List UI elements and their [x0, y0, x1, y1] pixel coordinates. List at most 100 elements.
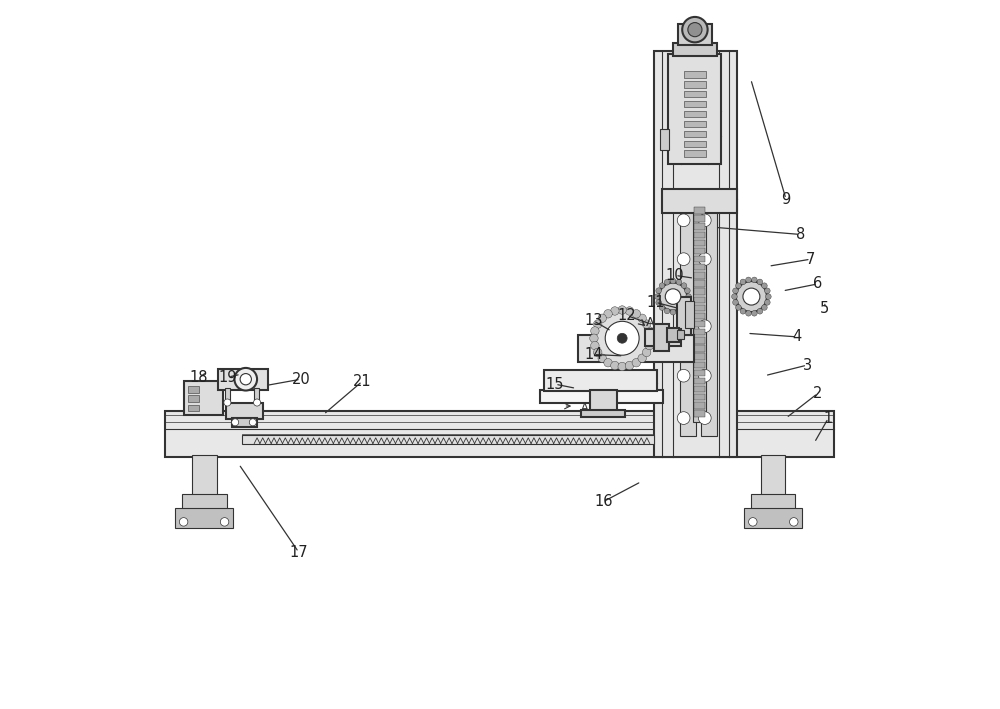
Bar — [694, 289, 705, 295]
Bar — [761, 454, 785, 496]
Bar — [694, 216, 705, 222]
Bar — [694, 337, 705, 344]
Circle shape — [618, 306, 626, 314]
Circle shape — [220, 518, 229, 526]
Text: 19: 19 — [219, 369, 237, 384]
Bar — [701, 203, 717, 436]
Bar — [242, 435, 652, 443]
Bar — [751, 494, 795, 510]
Circle shape — [765, 288, 770, 294]
Bar — [694, 232, 705, 238]
Circle shape — [598, 354, 606, 362]
Text: 5: 5 — [820, 301, 829, 316]
Circle shape — [591, 341, 599, 350]
Bar — [694, 329, 705, 335]
Circle shape — [736, 283, 741, 289]
Text: 9: 9 — [781, 191, 791, 206]
Circle shape — [646, 334, 655, 342]
Bar — [685, 301, 694, 328]
Text: 15: 15 — [546, 376, 564, 391]
Bar — [737, 291, 746, 301]
Bar — [226, 403, 263, 420]
Circle shape — [698, 253, 711, 265]
Circle shape — [590, 334, 598, 342]
Bar — [694, 354, 705, 359]
Text: 20: 20 — [291, 372, 310, 386]
Circle shape — [698, 369, 711, 382]
Text: 18: 18 — [189, 370, 208, 385]
Text: 13: 13 — [584, 313, 602, 328]
Bar — [662, 189, 737, 213]
Text: 11: 11 — [646, 295, 665, 310]
Bar — [684, 91, 706, 97]
Bar — [677, 296, 691, 335]
Circle shape — [625, 307, 634, 316]
Circle shape — [681, 305, 687, 311]
Circle shape — [736, 305, 741, 311]
Circle shape — [762, 283, 767, 289]
Circle shape — [591, 327, 599, 335]
Text: 6: 6 — [813, 277, 822, 291]
Circle shape — [732, 294, 737, 299]
Circle shape — [611, 362, 619, 370]
Circle shape — [593, 320, 602, 328]
Bar — [694, 248, 705, 255]
Circle shape — [632, 359, 641, 367]
Text: 10: 10 — [666, 268, 684, 283]
Bar — [694, 207, 705, 213]
Circle shape — [254, 399, 261, 406]
Text: 4: 4 — [792, 330, 801, 345]
Circle shape — [625, 362, 634, 370]
Bar — [694, 256, 705, 262]
Circle shape — [642, 320, 651, 328]
Bar — [578, 335, 694, 362]
Bar — [693, 203, 706, 422]
Circle shape — [677, 214, 690, 227]
Circle shape — [752, 277, 757, 283]
Circle shape — [645, 327, 654, 335]
Bar — [684, 140, 706, 147]
Bar — [668, 55, 721, 164]
Circle shape — [677, 369, 690, 382]
Bar — [694, 378, 705, 384]
Circle shape — [642, 348, 651, 357]
Bar — [188, 405, 199, 411]
Text: 3: 3 — [803, 357, 812, 373]
Text: 8: 8 — [796, 227, 805, 242]
Circle shape — [234, 368, 257, 391]
Circle shape — [749, 518, 757, 526]
Circle shape — [740, 279, 746, 285]
Bar — [694, 402, 705, 408]
Circle shape — [617, 333, 627, 343]
Circle shape — [659, 283, 665, 289]
Circle shape — [232, 419, 239, 426]
Bar — [684, 101, 706, 107]
Circle shape — [752, 311, 757, 316]
Bar — [192, 454, 217, 496]
Circle shape — [743, 288, 760, 305]
Circle shape — [659, 282, 687, 311]
Circle shape — [664, 308, 670, 314]
Circle shape — [677, 253, 690, 265]
Bar — [184, 381, 223, 415]
Circle shape — [224, 399, 231, 406]
Circle shape — [670, 278, 676, 284]
Circle shape — [604, 359, 612, 367]
Circle shape — [655, 294, 660, 299]
Bar — [654, 324, 669, 351]
Circle shape — [682, 17, 708, 43]
Circle shape — [638, 354, 646, 362]
Circle shape — [733, 288, 738, 294]
Bar — [165, 411, 834, 457]
Circle shape — [685, 288, 690, 294]
Circle shape — [618, 362, 626, 371]
Circle shape — [762, 305, 767, 311]
Bar — [684, 82, 706, 87]
Circle shape — [698, 320, 711, 333]
Text: 1: 1 — [824, 411, 833, 425]
Bar — [182, 494, 227, 510]
Bar — [694, 362, 705, 368]
Bar — [188, 396, 199, 402]
Circle shape — [595, 311, 649, 365]
Circle shape — [746, 277, 751, 283]
